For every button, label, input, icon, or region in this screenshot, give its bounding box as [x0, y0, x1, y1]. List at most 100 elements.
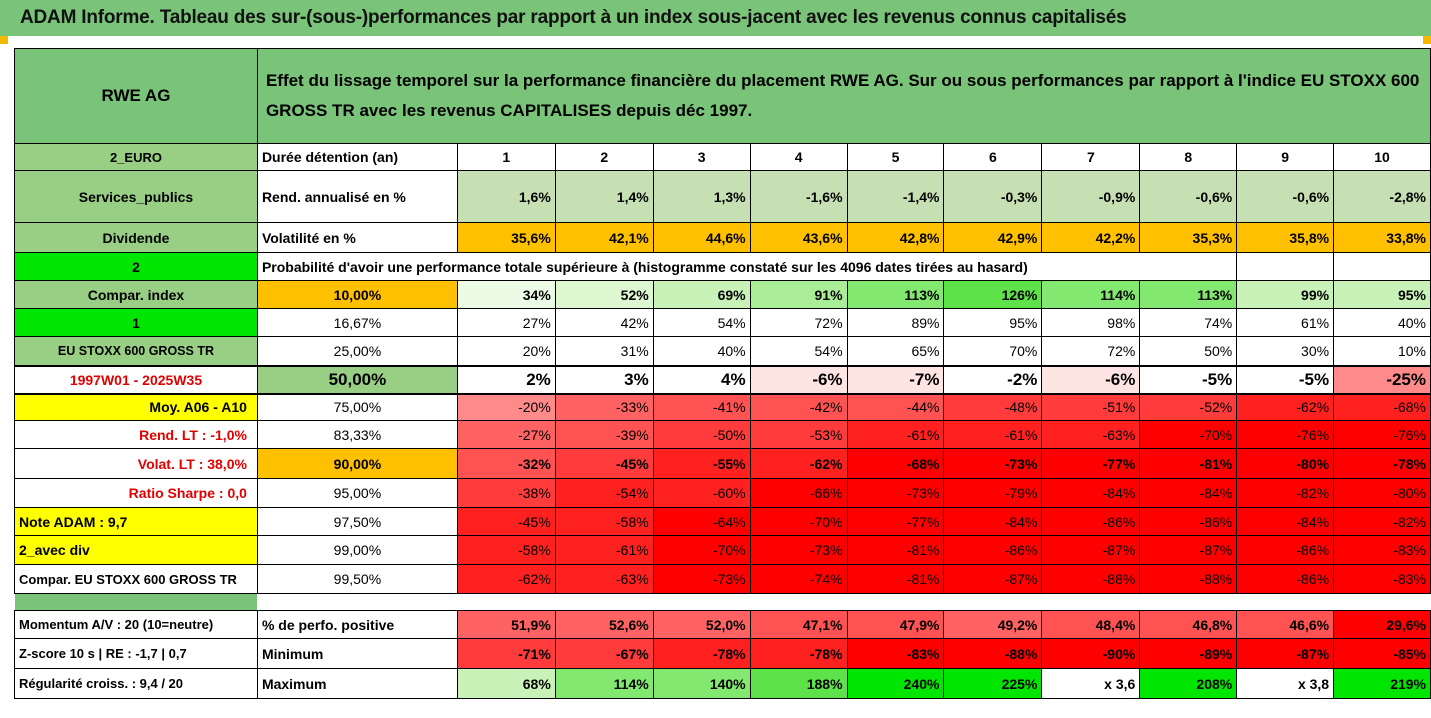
note-label: Note ADAM : 9,7	[14, 507, 258, 536]
prob-cell: 98%	[1041, 308, 1141, 337]
corner-marker-left	[0, 36, 8, 44]
prob-cell: -60%	[652, 478, 751, 508]
prob-cell: 27%	[456, 308, 556, 337]
prob-row-95: Ratio Sharpe : 0,0 95,00% -38% -54% -60%…	[14, 478, 1431, 508]
prob-cell: 89%	[846, 308, 945, 337]
index-name-label: EU STOXX 600 GROSS TR	[14, 336, 258, 366]
prob-row-10: Compar. index 10,00% 34% 52% 69% 91% 113…	[14, 280, 1431, 309]
volatility-cell: 35,8%	[1236, 222, 1335, 253]
return-cell: -0,6%	[1236, 170, 1335, 223]
sector-label: Services_publics	[14, 170, 258, 223]
prob-row-975: Note ADAM : 9,7 97,50% -45% -58% -64% -7…	[14, 507, 1431, 536]
volatility-cell: 42,2%	[1041, 222, 1141, 253]
header-row: RWE AG Effet du lissage temporel sur la …	[14, 48, 1431, 144]
prob-row-8333: Rend. LT : -1,0% 83,33% -27% -39% -50% -…	[14, 420, 1431, 449]
prob-cell: 4%	[652, 364, 751, 395]
prob-cell: -83%	[1333, 564, 1431, 594]
prob-cell: -62%	[749, 448, 848, 479]
prob-cell: -51%	[1041, 393, 1141, 421]
prob-cell: 3%	[554, 364, 654, 395]
prob-cell: 20%	[456, 336, 556, 366]
maximum-cell: 188%	[749, 668, 848, 699]
return-label: Rend. annualisé en %	[256, 170, 458, 223]
threshold-cell: 95,00%	[256, 478, 458, 508]
zscore-label: Z-score 10 s | RE : -1,7 | 0,7	[14, 638, 258, 669]
return-cell: 1,4%	[554, 170, 654, 223]
prob-cell: -38%	[456, 478, 556, 508]
return-cell: 1,6%	[456, 170, 556, 223]
minimum-cell: -78%	[652, 638, 751, 669]
prob-cell: -41%	[652, 393, 751, 421]
prob-cell: -61%	[846, 420, 945, 449]
prob-cell: -61%	[554, 535, 654, 565]
prob-cell: -74%	[749, 564, 848, 594]
prob-cell: 126%	[943, 280, 1043, 309]
prob-cell: -61%	[943, 420, 1043, 449]
duration-row: 2_EURO Durée détention (an) 1 2 3 4 5 6 …	[14, 143, 1431, 171]
prob-cell: -50%	[652, 420, 751, 449]
prob-cell: -68%	[1333, 393, 1431, 421]
year-cell: 7	[1041, 143, 1141, 171]
perf-positive-cell: 51,9%	[456, 610, 556, 639]
prob-cell: -33%	[554, 393, 654, 421]
prob-row-99: 2_avec div 99,00% -58% -61% -70% -73% -8…	[14, 535, 1431, 565]
year-cell: 4	[749, 143, 848, 171]
separator-cell	[257, 593, 458, 611]
compar-index-label: Compar. index	[14, 280, 258, 309]
year-cell: 3	[652, 143, 751, 171]
prob-cell: 34%	[456, 280, 556, 309]
year-cell: 8	[1139, 143, 1238, 171]
asset-name-cell: RWE AG	[14, 48, 258, 144]
perf-positive-cell: 46,6%	[1236, 610, 1335, 639]
threshold-cell: 16,67%	[256, 308, 458, 337]
perf-positive-cell: 29,6%	[1333, 610, 1431, 639]
performance-table: RWE AG Effet du lissage temporel sur la …	[14, 48, 1431, 699]
prob-cell: -70%	[1139, 420, 1238, 449]
prob-cell: -77%	[1041, 448, 1141, 479]
maximum-cell: 240%	[846, 668, 945, 699]
return-cell: -1,6%	[749, 170, 848, 223]
perf-positive-cell: 46,8%	[1139, 610, 1238, 639]
minimum-row: Z-score 10 s | RE : -1,7 | 0,7 Minimum -…	[14, 638, 1431, 669]
prob-cell: -84%	[1041, 478, 1141, 508]
maximum-cell: x 3,6	[1041, 668, 1141, 699]
prob-cell: -55%	[652, 448, 751, 479]
year-cell: 2	[554, 143, 654, 171]
prob-cell: -76%	[1236, 420, 1335, 449]
prob-cell: -70%	[652, 535, 751, 565]
prob-cell: -81%	[846, 535, 945, 565]
prob-cell: -25%	[1333, 364, 1431, 395]
maximum-cell: 219%	[1333, 668, 1431, 699]
prob-cell: -58%	[456, 535, 556, 565]
separator-cell	[14, 593, 258, 611]
threshold-cell: 90,00%	[256, 448, 458, 479]
prob-cell: -20%	[456, 393, 556, 421]
prob-cell: -86%	[1236, 564, 1335, 594]
prob-cell: 42%	[554, 308, 654, 337]
avec-div-label: 2_avec div	[14, 535, 258, 565]
prob-row-25: EU STOXX 600 GROSS TR 25,00% 20% 31% 40%…	[14, 336, 1431, 366]
prob-cell: 30%	[1236, 336, 1335, 366]
volatility-cell: 42,1%	[554, 222, 654, 253]
prob-cell: -87%	[943, 564, 1043, 594]
probability-label: Probabilité d'avoir une performance tota…	[256, 252, 1238, 281]
probability-header-row: 2 Probabilité d'avoir une performance to…	[14, 252, 1431, 281]
prob-cell: -73%	[652, 564, 751, 594]
return-cell: -0,6%	[1139, 170, 1238, 223]
prob-row-1667: 1 16,67% 27% 42% 54% 72% 89% 95% 98% 74%…	[14, 308, 1431, 337]
empty-cell	[1236, 252, 1335, 281]
prob-cell: -79%	[943, 478, 1043, 508]
prob-cell: -32%	[456, 448, 556, 479]
prob-cell: -6%	[1041, 364, 1141, 395]
minimum-cell: -85%	[1333, 638, 1431, 669]
year-cell: 1	[456, 143, 556, 171]
prob-cell: -70%	[749, 507, 848, 536]
regularite-label: Régularité croiss. : 9,4 / 20	[14, 668, 258, 699]
year-cell: 5	[846, 143, 945, 171]
header-description: Effet du lissage temporel sur la perform…	[256, 48, 1431, 144]
prob-cell: -86%	[943, 535, 1043, 565]
volatility-cell: 42,9%	[943, 222, 1043, 253]
prob-cell: -48%	[943, 393, 1043, 421]
prob-cell: 54%	[749, 336, 848, 366]
prob-row-75: Moy. A06 - A10 75,00% -20% -33% -41% -42…	[14, 393, 1431, 421]
